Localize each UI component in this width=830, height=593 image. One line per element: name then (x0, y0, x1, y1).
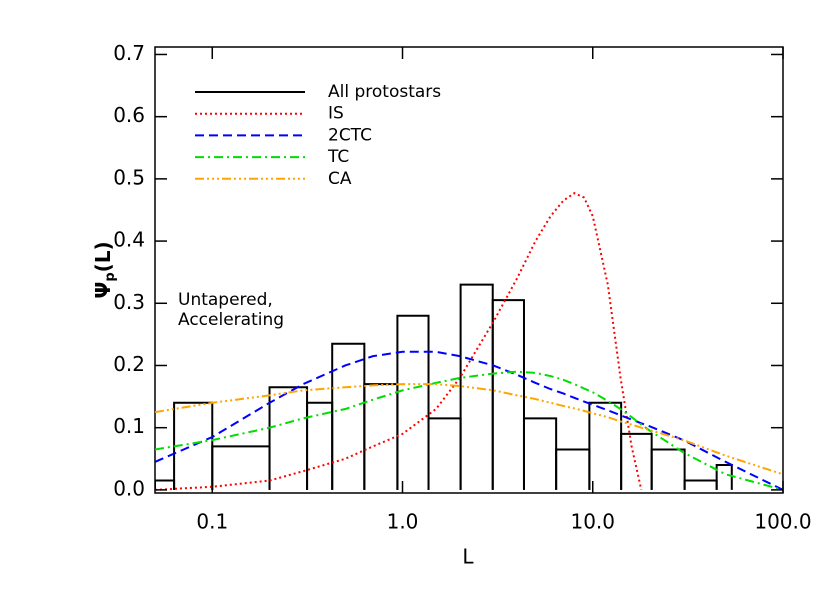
legend-label: IS (328, 104, 344, 124)
histogram-bar (650, 448, 686, 490)
x-axis-label: L (462, 545, 474, 569)
curve (155, 350, 783, 491)
curve (155, 370, 783, 491)
y-tick-label: 0.7 (113, 41, 145, 65)
histogram-bar (715, 464, 733, 490)
histogram-bar (459, 283, 494, 490)
histogram-bar (555, 448, 591, 490)
histogram-bar (683, 479, 718, 490)
y-axis-label: Ψp(L) (91, 241, 118, 298)
histogram-bar (363, 383, 399, 490)
y-tick-label: 0.2 (113, 352, 145, 376)
annotation: Accelerating (178, 310, 284, 330)
histogram-bar (491, 299, 525, 490)
y-tick-label: 0.1 (113, 414, 145, 438)
plot-frame (154, 46, 784, 494)
y-tick-label: 0.3 (113, 290, 145, 314)
y-label-rest: (L) (91, 241, 115, 272)
legend-label: All protostars (328, 82, 441, 102)
y-tick-label: 0.0 (113, 476, 145, 500)
annotation: Untapered, (178, 290, 273, 310)
histogram-bar (268, 386, 309, 490)
histogram-bar (396, 314, 430, 490)
x-tick-label: 0.1 (196, 510, 228, 534)
x-tick-label: 100.0 (754, 510, 811, 534)
legend-label: 2CTC (328, 125, 372, 145)
plot-area (155, 192, 783, 491)
y-tick-label: 0.5 (113, 165, 145, 189)
legend-label: TC (327, 147, 349, 167)
histogram-bar (427, 417, 462, 490)
y-tick-label: 0.4 (113, 228, 145, 252)
x-tick-label: 10.0 (570, 510, 615, 534)
histogram-bar (620, 432, 653, 490)
y-label-subscript: p (103, 272, 118, 281)
x-tick-label: 1.0 (387, 510, 419, 534)
y-label-symbol: Ψ (91, 282, 115, 299)
legend-label: CA (328, 169, 352, 189)
histogram-bar (522, 417, 558, 490)
histogram-bar (331, 342, 366, 490)
curve (155, 192, 643, 491)
y-tick-label: 0.6 (113, 103, 145, 127)
curve (155, 383, 783, 476)
